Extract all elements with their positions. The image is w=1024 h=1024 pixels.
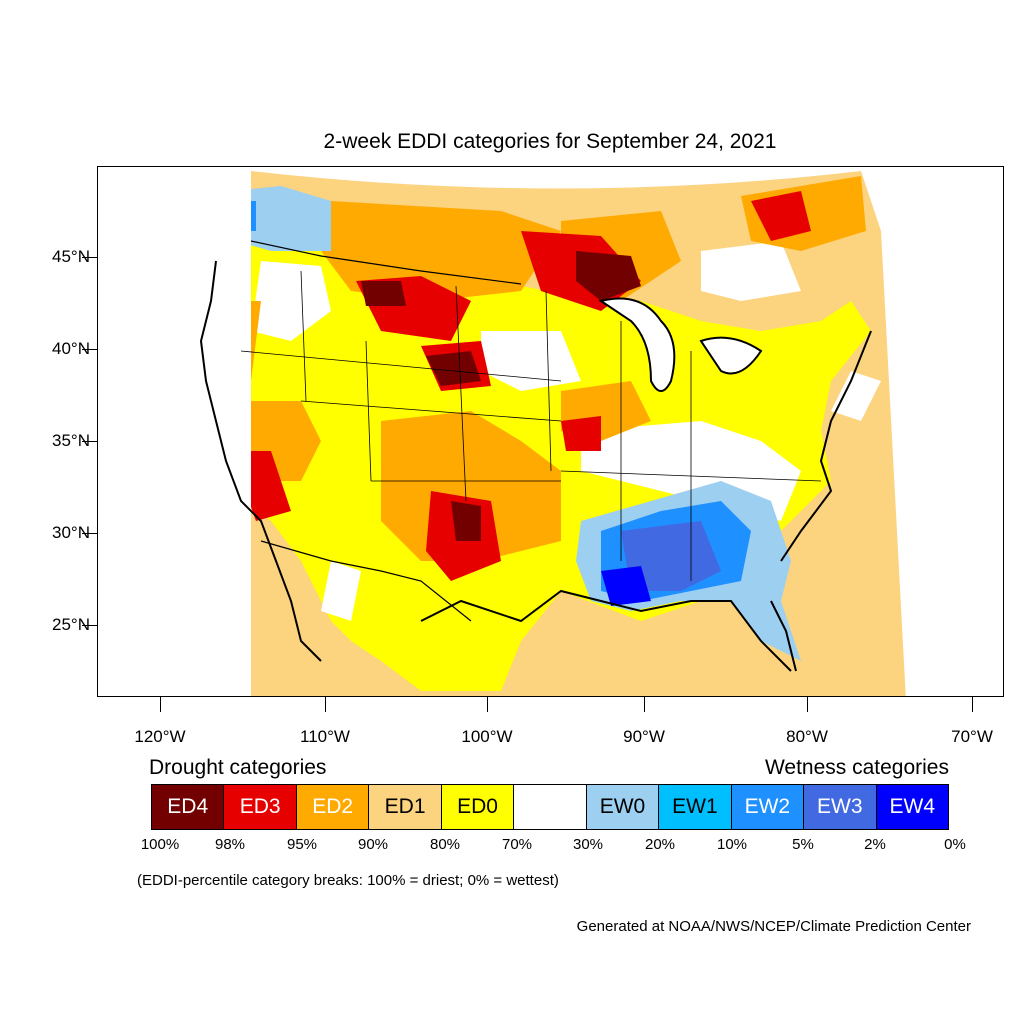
legend-box-ew1: EW1 [659,785,732,829]
legend-drought-title: Drought categories [149,756,327,779]
category-note: (EDDI-percentile category breaks: 100% =… [137,872,559,889]
lon-label-120: 120°W [134,727,186,746]
legend-box-normal [514,785,587,829]
lon-tick [487,697,488,712]
legend-box-ew2: EW2 [731,785,805,829]
pct-label: 95% [286,836,318,853]
pct-label: 100% [140,836,180,853]
legend-wetness-title: Wetness categories [764,756,949,779]
legend-color-bar: ED4 ED3 ED2 ED1 ED0 EW0 EW1 EW2 EW3 EW4 [151,784,949,830]
legend-box-ew0: EW0 [586,785,660,829]
lat-label-35: 35°N [52,431,90,450]
pct-label: 10% [716,836,748,853]
pct-label: 80% [429,836,461,853]
canada-border [250,240,522,285]
lon-tick [807,697,808,712]
lat-label-30: 30°N [52,523,90,542]
lon-label-100: 100°W [461,727,513,746]
lon-label-90: 90°W [623,727,665,746]
lat-tick [82,257,97,258]
lon-label-70: 70°W [951,727,993,746]
lon-label-80: 80°W [786,727,828,746]
lon-label-110: 110°W [300,727,350,746]
mexico-border [260,540,472,622]
lat-tick [82,349,97,350]
eddi-map [98,167,906,696]
legend-box-ew4: EW4 [876,785,948,829]
pct-label: 0% [944,836,966,853]
pct-label: 5% [792,836,814,853]
gulf-coast [420,589,792,672]
legend-box-ew3: EW3 [804,785,877,829]
pct-label: 98% [214,836,246,853]
lat-tick [82,625,97,626]
atlantic-coast [780,330,872,562]
great-lakes [598,297,676,392]
pct-label: 30% [572,836,604,853]
legend-box-ed0: ED0 [441,785,515,829]
legend-box-ed3: ED3 [224,785,297,829]
legend-box-ed1: ED1 [369,785,442,829]
state-borders [240,270,822,581]
florida [770,600,797,672]
pct-label: 20% [644,836,676,853]
pct-label: 70% [501,836,533,853]
coastline [199,260,322,662]
map-title: 2-week EDDI categories for September 24,… [323,130,777,153]
legend-box-ed2: ED2 [296,785,370,829]
map-frame [97,166,1004,697]
lat-label-40: 40°N [52,339,90,358]
lon-tick [325,697,326,712]
lat-label-45: 45°N [52,247,90,266]
lat-tick [82,533,97,534]
credit-line: Generated at NOAA/NWS/NCEP/Climate Predi… [576,918,971,935]
lon-tick [972,697,973,712]
lon-tick [644,697,645,712]
pct-label: 2% [864,836,886,853]
lat-label-25: 25°N [52,615,90,634]
lat-tick [82,441,97,442]
pct-label: 90% [357,836,389,853]
legend-box-ed4: ED4 [152,785,225,829]
lon-tick [160,697,161,712]
